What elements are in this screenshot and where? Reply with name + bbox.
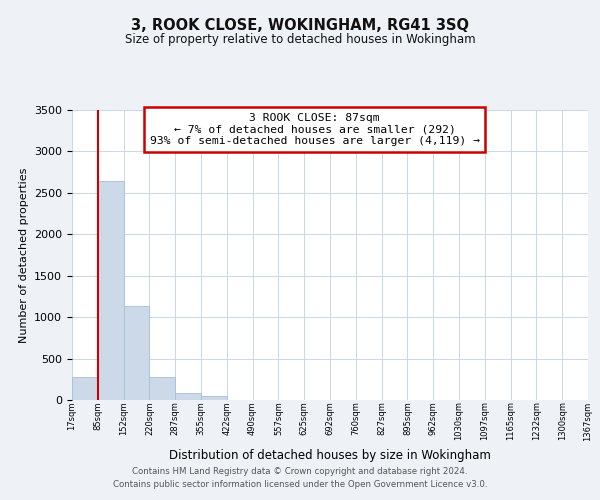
Text: 3 ROOK CLOSE: 87sqm
← 7% of detached houses are smaller (292)
93% of semi-detach: 3 ROOK CLOSE: 87sqm ← 7% of detached hou… — [149, 113, 479, 146]
Bar — [175, 393, 201, 400]
Y-axis label: Number of detached properties: Number of detached properties — [19, 168, 29, 342]
Bar — [72, 377, 98, 400]
Bar — [124, 306, 149, 400]
Text: Contains HM Land Registry data © Crown copyright and database right 2024.: Contains HM Land Registry data © Crown c… — [132, 467, 468, 476]
Text: Size of property relative to detached houses in Wokingham: Size of property relative to detached ho… — [125, 32, 475, 46]
Text: 3, ROOK CLOSE, WOKINGHAM, RG41 3SQ: 3, ROOK CLOSE, WOKINGHAM, RG41 3SQ — [131, 18, 469, 32]
Bar — [201, 396, 227, 400]
X-axis label: Distribution of detached houses by size in Wokingham: Distribution of detached houses by size … — [169, 449, 491, 462]
Bar — [98, 182, 124, 400]
Bar — [149, 377, 175, 400]
Text: Contains public sector information licensed under the Open Government Licence v3: Contains public sector information licen… — [113, 480, 487, 489]
